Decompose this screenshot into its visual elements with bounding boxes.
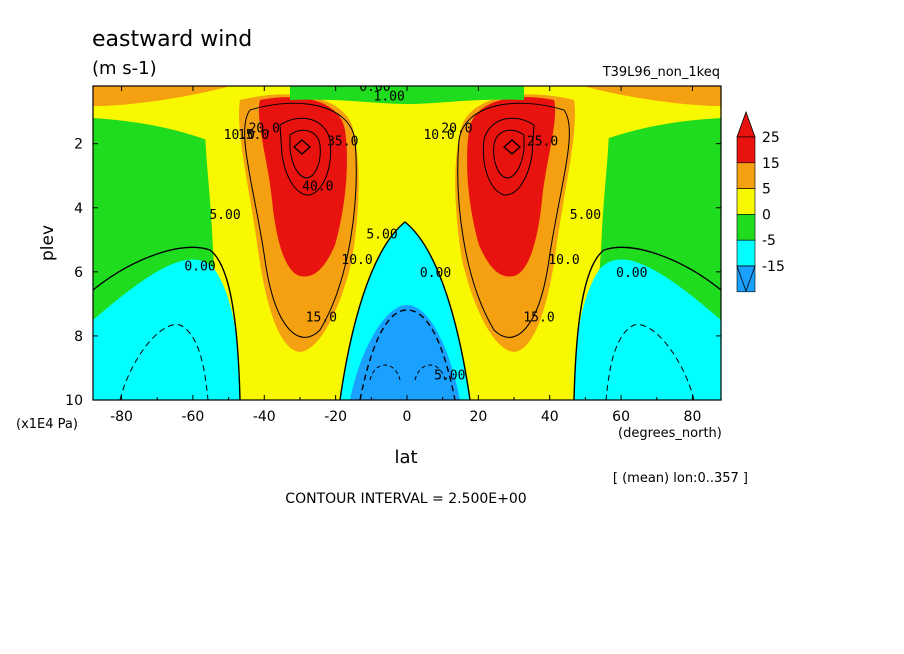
y-units: (x1E4 Pa) [16,417,78,432]
x-axis: -80 -60 -40 -20 0 20 40 60 80 [110,86,701,425]
y-tick-label: 6 [74,265,83,281]
contour-label: 10.0 [548,253,579,268]
footer-note: [ (mean) lon:0..357 ] [613,471,748,486]
contour-label: 35.0 [327,134,358,149]
contour-label: 5.00 [570,208,601,223]
contour-label: 15.0 [238,128,269,143]
y-tick-label: 4 [74,201,83,217]
x-tick-label: -20 [324,409,347,425]
colorbar-cell [736,188,756,215]
x-tick-label: -40 [253,409,276,425]
y-tick-label: 10 [65,393,83,409]
x-axis-label: lat [394,447,417,468]
colorbar-top-arrow [736,110,756,138]
colorbar-cell [736,239,756,267]
contour-label: 0.00 [184,259,215,274]
colorbar-cell [736,136,756,164]
contour-label: 0.00 [359,80,390,95]
contour-label: 0.00 [616,266,647,281]
colorbar-label: -5 [762,233,776,249]
contour-label: 10.0 [423,128,454,143]
contour-label: 1.00 [374,90,405,105]
contour-label: 10.0 [224,128,255,143]
colorbar-cell [736,214,756,241]
contour-label: 5.00 [366,227,397,242]
colorbar-label: 15 [762,156,780,172]
x-tick-label: 20 [469,409,487,425]
south-negative-region [93,259,240,400]
y-axis: 2 4 6 8 10 [65,137,721,409]
contour-label: 20.0 [441,122,472,137]
x-tick-label: -80 [110,409,133,425]
x-units: (degrees_north) [618,426,722,441]
contour-interval: CONTOUR INTERVAL = 2.500E+00 [285,491,526,507]
contour-label: 0.00 [420,266,451,281]
south-jet-core-marker [293,139,311,155]
contour-labels: 5.000.0015.010.020.035.040.010.05.0015.0… [184,80,647,383]
colorbar-cell [736,162,756,189]
x-tick-label: -60 [181,409,204,425]
colorbar-label: -15 [762,259,785,275]
x-tick-label: 60 [612,409,630,425]
colorbar-label: 25 [762,130,780,146]
chart-title: eastward wind [92,27,252,52]
colorbar-label: 5 [762,182,771,198]
y-tick-label: 8 [74,329,83,345]
contour-label: 25.0 [527,134,558,149]
contour-label: 5.00 [209,208,240,223]
north-negative-region [574,259,721,400]
y-axis-label: plev [38,225,58,261]
plot-area: 5.000.0015.010.020.035.040.010.05.0015.0… [93,80,721,400]
colorbar: 25 15 5 0 -5 -15 [736,110,785,293]
top-right-fringe [584,86,721,106]
x-tick-label: 0 [403,409,412,425]
contour-label: 15.0 [306,311,337,326]
top-center-green [290,86,524,104]
x-tick-label: 80 [684,409,702,425]
contour-label: 40.0 [302,179,333,194]
top-left-fringe [93,86,230,106]
contour-label: 15.0 [523,311,554,326]
north-jet-core-marker [503,139,521,155]
contour-lines [93,102,721,400]
colorbar-label: 0 [762,207,771,223]
contour-label: 5.00 [434,368,465,383]
contour-label: 10.0 [341,253,372,268]
colorbar-bottom-arrow [736,265,756,293]
run-label: T39L96_non_1keq [602,65,720,80]
x-tick-label: 40 [541,409,559,425]
contour-label: 20.0 [249,122,280,137]
chart-units: (m s-1) [92,58,157,79]
y-tick-label: 2 [74,137,83,153]
